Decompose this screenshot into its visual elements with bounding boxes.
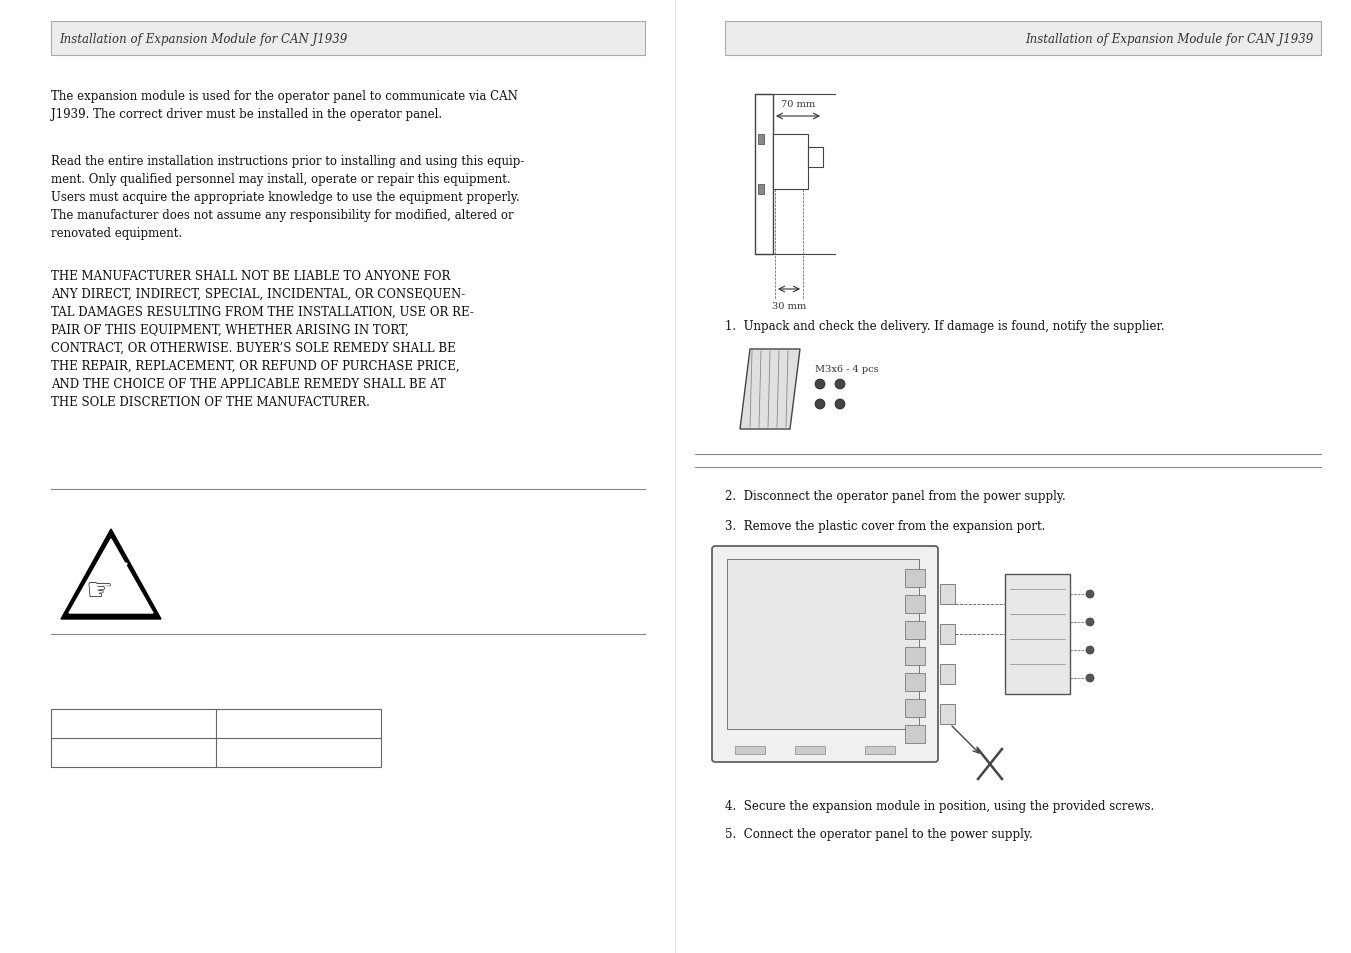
FancyBboxPatch shape — [712, 546, 938, 762]
Text: 1.  Unpack and check the delivery. If damage is found, notify the supplier.: 1. Unpack and check the delivery. If dam… — [725, 319, 1165, 333]
Text: Installation of Expansion Module for CAN J1939: Installation of Expansion Module for CAN… — [59, 32, 347, 46]
FancyBboxPatch shape — [758, 135, 765, 145]
FancyBboxPatch shape — [794, 746, 825, 754]
Text: ☞: ☞ — [85, 577, 112, 606]
Text: 70 mm: 70 mm — [781, 100, 815, 109]
FancyBboxPatch shape — [940, 624, 955, 644]
FancyBboxPatch shape — [905, 647, 925, 665]
FancyBboxPatch shape — [727, 559, 919, 729]
FancyBboxPatch shape — [940, 584, 955, 604]
Text: M3x6 - 4 pcs: M3x6 - 4 pcs — [815, 365, 878, 374]
FancyBboxPatch shape — [940, 704, 955, 724]
FancyBboxPatch shape — [905, 700, 925, 718]
Text: 5.  Connect the operator panel to the power supply.: 5. Connect the operator panel to the pow… — [725, 827, 1032, 841]
Text: Installation of Expansion Module for CAN J1939: Installation of Expansion Module for CAN… — [1025, 32, 1313, 46]
FancyBboxPatch shape — [905, 673, 925, 691]
Circle shape — [835, 379, 844, 390]
FancyBboxPatch shape — [755, 95, 773, 254]
Circle shape — [815, 399, 825, 410]
Polygon shape — [61, 530, 161, 619]
Text: 3.  Remove the plastic cover from the expansion port.: 3. Remove the plastic cover from the exp… — [725, 519, 1046, 533]
FancyBboxPatch shape — [735, 746, 765, 754]
FancyBboxPatch shape — [905, 569, 925, 587]
Circle shape — [1086, 590, 1094, 598]
Polygon shape — [740, 350, 800, 430]
FancyBboxPatch shape — [51, 22, 644, 56]
Circle shape — [1086, 646, 1094, 655]
FancyBboxPatch shape — [905, 621, 925, 639]
FancyBboxPatch shape — [51, 709, 381, 767]
Polygon shape — [69, 539, 153, 614]
Circle shape — [835, 399, 844, 410]
Text: 4.  Secure the expansion module in position, using the provided screws.: 4. Secure the expansion module in positi… — [725, 800, 1154, 812]
Circle shape — [1086, 618, 1094, 626]
FancyBboxPatch shape — [905, 725, 925, 743]
Circle shape — [1086, 675, 1094, 682]
FancyBboxPatch shape — [725, 22, 1321, 56]
Text: 2.  Disconnect the operator panel from the power supply.: 2. Disconnect the operator panel from th… — [725, 490, 1066, 502]
Text: THE MANUFACTURER SHALL NOT BE LIABLE TO ANYONE FOR
ANY DIRECT, INDIRECT, SPECIAL: THE MANUFACTURER SHALL NOT BE LIABLE TO … — [51, 270, 474, 409]
FancyBboxPatch shape — [865, 746, 894, 754]
FancyBboxPatch shape — [905, 596, 925, 614]
FancyBboxPatch shape — [940, 664, 955, 684]
Text: 30 mm: 30 mm — [771, 302, 807, 311]
FancyBboxPatch shape — [758, 185, 765, 194]
Text: The expansion module is used for the operator panel to communicate via CAN
J1939: The expansion module is used for the ope… — [51, 90, 517, 121]
Text: Read the entire installation instructions prior to installing and using this equ: Read the entire installation instruction… — [51, 154, 524, 240]
FancyBboxPatch shape — [808, 148, 823, 168]
Circle shape — [815, 379, 825, 390]
FancyBboxPatch shape — [1005, 575, 1070, 695]
FancyBboxPatch shape — [773, 135, 808, 190]
